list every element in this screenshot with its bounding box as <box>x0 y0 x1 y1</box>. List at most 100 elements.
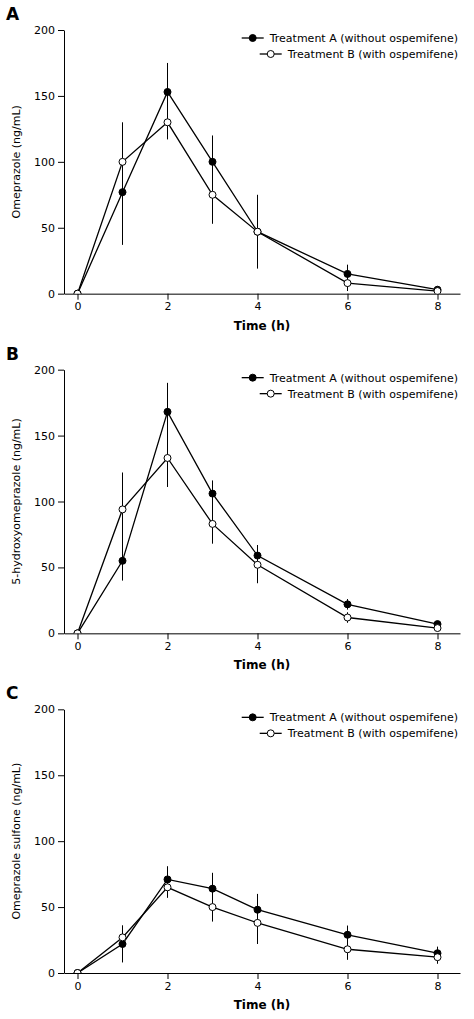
tick-label: 6 <box>345 640 352 653</box>
point <box>119 934 126 941</box>
panel: 02468050100150200Time (h)Omeprazole sulf… <box>6 683 461 1012</box>
point <box>344 614 351 621</box>
tick: 0 <box>75 973 82 993</box>
tick: 2 <box>165 294 172 314</box>
legend-item: Treatment B (with ospemifene) <box>260 388 458 401</box>
tick: 8 <box>435 294 442 314</box>
panel: 02468050100150200Time (h)5-hydroxyomepra… <box>6 344 461 673</box>
point <box>434 954 441 961</box>
point <box>164 454 171 461</box>
axis-line <box>64 370 65 634</box>
figure: 02468050100150200Time (h)Omeprazole (ng/… <box>0 0 474 1019</box>
tick-label: 0 <box>48 288 55 301</box>
tick-label: 50 <box>41 222 55 235</box>
line <box>78 92 438 294</box>
tick: 4 <box>255 294 262 314</box>
tick: 100 <box>34 496 64 509</box>
axis-line <box>64 31 65 295</box>
tick-mark <box>58 709 64 710</box>
line <box>78 887 438 973</box>
tick-mark <box>58 907 64 908</box>
tick-mark <box>348 294 349 300</box>
point <box>209 904 216 911</box>
series <box>74 866 441 973</box>
tick-label: 2 <box>165 300 172 313</box>
tick-mark <box>78 294 79 300</box>
error-bar <box>122 926 123 963</box>
marks <box>74 63 441 294</box>
tick: 0 <box>48 967 64 980</box>
line <box>78 458 438 633</box>
point <box>164 408 171 415</box>
tick: 50 <box>41 222 64 235</box>
tick-mark <box>58 502 64 503</box>
line <box>78 122 438 293</box>
line <box>78 879 438 973</box>
y-axis-title: 5-hydroxyomeprazole (ng/mL) <box>10 418 23 585</box>
tick: 50 <box>41 901 64 914</box>
series <box>74 383 441 633</box>
marks <box>74 866 441 973</box>
tick-mark <box>168 973 169 979</box>
point <box>434 625 441 632</box>
tick-label: 150 <box>34 430 55 443</box>
tick-label: 6 <box>345 300 352 313</box>
tick-mark <box>168 294 169 300</box>
axis-line <box>65 633 461 634</box>
axis-line <box>65 294 461 295</box>
legend-item: Treatment B (with ospemifene) <box>260 48 458 61</box>
panel-label: B <box>6 344 19 364</box>
legend-symbol <box>249 714 256 721</box>
legend: Treatment A (without ospemifene)Treatmen… <box>242 711 458 740</box>
point <box>74 630 81 634</box>
tick-mark <box>438 973 439 979</box>
point <box>74 630 81 634</box>
tick: 0 <box>75 294 82 314</box>
panel: 02468050100150200Time (h)Omeprazole (ng/… <box>6 4 461 333</box>
tick: 6 <box>345 294 352 314</box>
tick-mark <box>58 567 64 568</box>
legend-label: Treatment B (with ospemifene) <box>287 727 458 740</box>
tick: 100 <box>34 835 64 848</box>
tick: 200 <box>34 364 64 377</box>
tick-mark <box>58 228 64 229</box>
tick-label: 50 <box>41 901 55 914</box>
tick-label: 150 <box>34 769 55 782</box>
tick-mark <box>438 633 439 639</box>
tick-label: 8 <box>435 300 442 313</box>
tick: 8 <box>435 973 442 993</box>
tick-mark <box>58 436 64 437</box>
tick: 0 <box>48 288 64 301</box>
legend-item: Treatment B (with ospemifene) <box>260 727 458 740</box>
axis-line <box>65 973 461 974</box>
series <box>74 877 441 973</box>
tick-mark <box>58 96 64 97</box>
tick-mark <box>58 162 64 163</box>
point <box>209 490 216 497</box>
tick-label: 100 <box>34 835 55 848</box>
tick-mark <box>348 633 349 639</box>
tick-label: 4 <box>255 300 262 313</box>
x-axis: 02468 <box>65 973 461 993</box>
tick: 4 <box>255 633 262 653</box>
point <box>74 290 81 294</box>
tick: 8 <box>435 633 442 653</box>
panel-label: C <box>6 683 18 703</box>
point <box>209 885 216 892</box>
tick: 4 <box>255 973 262 993</box>
tick-label: 8 <box>435 980 442 993</box>
series <box>74 63 441 294</box>
tick-label: 150 <box>34 90 55 103</box>
series <box>74 105 441 294</box>
tick-mark <box>58 633 64 634</box>
legend-label: Treatment B (with ospemifene) <box>287 388 458 401</box>
point <box>344 931 351 938</box>
tick: 0 <box>75 633 82 653</box>
y-axis: 050100150200 <box>34 703 65 980</box>
legend-label: Treatment B (with ospemifene) <box>287 48 458 61</box>
y-axis-title: Omeprazole sulfone (ng/mL) <box>10 763 23 920</box>
legend-item: Treatment A (without ospemifene) <box>242 372 458 385</box>
tick: 6 <box>345 973 352 993</box>
point <box>209 520 216 527</box>
tick-label: 2 <box>165 640 172 653</box>
